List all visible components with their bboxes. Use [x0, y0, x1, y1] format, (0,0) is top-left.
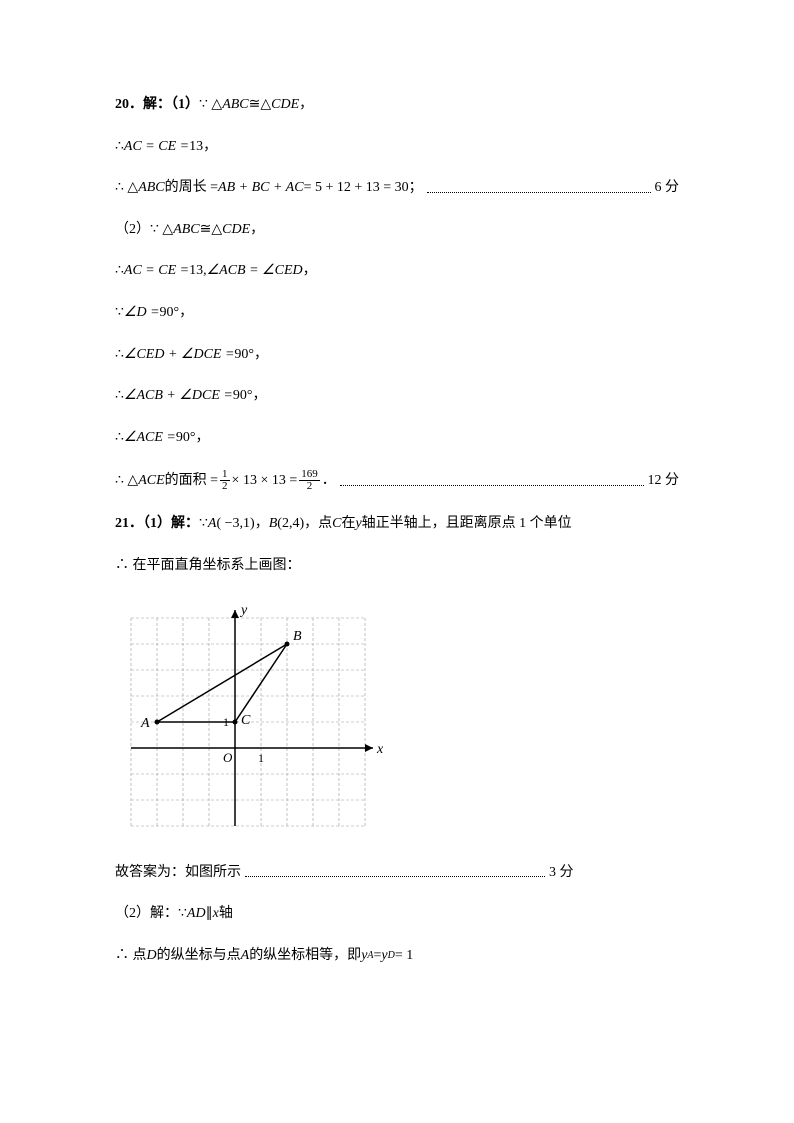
q21-header: 21．（1）解：: [115, 514, 199, 534]
q21-answer: 故答案为：如图所示 3 分: [115, 863, 679, 883]
q20-header: 20．解：（1）: [115, 95, 199, 115]
points-12: 12 分: [648, 471, 680, 491]
svg-text:B: B: [293, 629, 302, 644]
svg-text:A: A: [140, 716, 150, 731]
q20-line2: ∴ AC = CE = 13，: [115, 137, 679, 157]
dots: [427, 183, 651, 193]
fraction-half: 1 2: [220, 469, 230, 492]
q20-line9: ∴ ∠ACE = 90°，: [115, 428, 679, 448]
q21-line2: ∴ 在平面直角坐标系上画图：: [115, 556, 679, 576]
q20-line7: ∴ ∠CED + ∠DCE = 90°，: [115, 345, 679, 365]
q20-line10: ∴ △ ACE 的面积 = 1 2 × 13 × 13 = 169 2 ． 12…: [115, 469, 679, 492]
dots: [340, 476, 644, 486]
svg-text:O: O: [223, 750, 233, 765]
dots: [245, 867, 545, 877]
q21-line1: 21．（1）解： ∵ A ( −3,1)， B (2,4)，点 C 在 y 轴正…: [115, 514, 679, 534]
svg-text:x: x: [376, 742, 384, 757]
q20-line8: ∴ ∠ACB + ∠DCE = 90°，: [115, 386, 679, 406]
points-6: 6 分: [655, 178, 680, 198]
points-3: 3 分: [549, 863, 574, 883]
q21-line3: （2）解： ∵ AD ∥ x 轴: [115, 904, 679, 924]
graph-svg: xyO11ABC: [115, 598, 395, 838]
svg-text:1: 1: [258, 751, 264, 765]
coordinate-graph: xyO11ABC: [115, 598, 679, 838]
svg-text:y: y: [239, 603, 248, 618]
q20-line6: ∵ ∠D = 90°，: [115, 303, 679, 323]
q21-line4: ∴ 点 D 的纵坐标与点 A 的纵坐标相等，即 y A = y D = 1: [115, 946, 679, 966]
fraction-169-2: 169 2: [299, 469, 320, 492]
q20-line3: ∴ △ ABC 的周长 = AB + BC + AC = 5 + 12 + 13…: [115, 178, 679, 198]
q20-line1: 20．解：（1） ∵ △ ABC ≅△ CDE ，: [115, 95, 679, 115]
q20-line5: ∴ AC = CE = 13, ∠ACB = ∠CED ，: [115, 261, 679, 281]
q20-line4: （2） ∵ △ ABC ≅△ CDE ，: [115, 220, 679, 240]
svg-text:C: C: [241, 713, 251, 728]
